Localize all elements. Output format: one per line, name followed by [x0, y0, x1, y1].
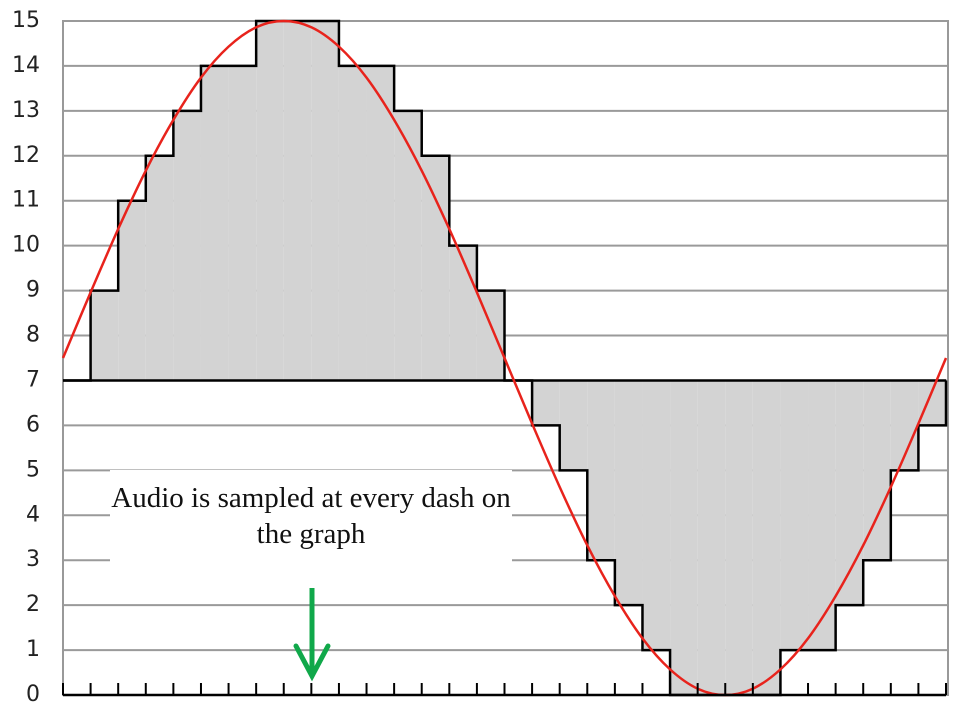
- sample-step: [780, 380, 809, 651]
- y-tick-label: 13: [12, 98, 40, 123]
- y-tick-label: 0: [26, 682, 40, 707]
- sample-step: [559, 380, 588, 471]
- sample-step: [449, 245, 477, 381]
- y-tick-label: 10: [12, 233, 40, 258]
- sample-step: [338, 65, 367, 381]
- sample-step: [173, 110, 201, 381]
- arrow-head: [293, 643, 331, 682]
- sample-step: [256, 21, 284, 381]
- y-tick-label: 12: [12, 143, 40, 168]
- sample-step: [587, 380, 615, 561]
- sample-step: [366, 65, 395, 381]
- sample-step: [642, 380, 671, 651]
- y-tick-label: 14: [12, 53, 40, 78]
- y-tick-label: 3: [26, 547, 40, 572]
- sample-step: [118, 200, 146, 381]
- sample-step: [614, 380, 643, 606]
- y-tick-label: 5: [26, 457, 40, 482]
- sample-step: [145, 155, 174, 381]
- y-tick-label: 6: [26, 412, 40, 437]
- y-tick-label: 8: [26, 323, 40, 348]
- sample-step: [863, 380, 891, 561]
- y-tick-label: 15: [12, 8, 40, 33]
- y-tick-label: 1: [26, 637, 40, 662]
- signal-line: [61, 19, 948, 697]
- sample-step: [311, 21, 339, 381]
- sample-step: [283, 21, 312, 381]
- sample-step: [394, 110, 422, 381]
- y-tick-label: 4: [26, 502, 40, 527]
- y-tick-label: 9: [26, 278, 40, 303]
- sample-step: [725, 380, 753, 695]
- sample-step: [532, 380, 560, 426]
- y-tick-label: 2: [26, 592, 40, 617]
- annotation: Audio is sampled at every dash on the gr…: [110, 470, 512, 566]
- sample-step: [200, 65, 229, 381]
- sample-step: [421, 155, 450, 381]
- sample-step: [835, 380, 864, 606]
- sample-step: [90, 290, 119, 381]
- y-tick-label: 11: [12, 188, 40, 213]
- sample-step: [752, 380, 781, 695]
- sample-step: [697, 380, 726, 695]
- y-tick-label: 7: [26, 367, 40, 392]
- sample-step: [228, 65, 257, 381]
- sample-step: [670, 380, 698, 695]
